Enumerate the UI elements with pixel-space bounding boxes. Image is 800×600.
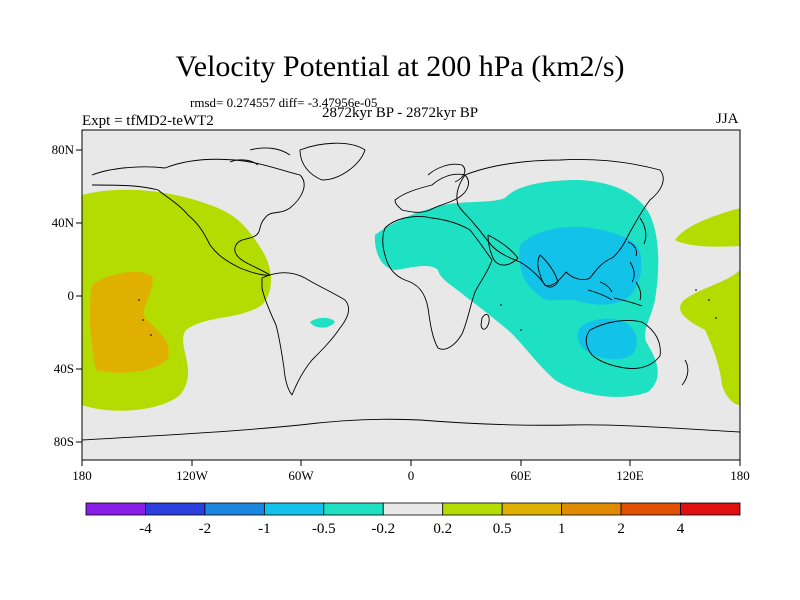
lat-tick-label: 0 [67,288,75,303]
africa-coast [382,216,493,350]
lon-tick-label: 60E [510,468,532,483]
colorbar-level-label: -4 [139,521,152,537]
colorbar-swatch [501,502,563,516]
north-america-coast [91,158,305,276]
lat-tick-label: 40N [51,215,74,230]
philippines-coast [629,261,635,283]
colorbar [85,502,741,516]
madagascar-coast [480,314,490,330]
map-plot-area [82,130,740,460]
colorbar-swatch [620,502,681,516]
colorbar-swatch [680,502,741,516]
lon-tick-label: 120E [616,468,644,483]
scattered-islands [138,289,717,336]
australia-coast [585,319,661,369]
lat-tick-label: 80N [51,142,74,157]
colorbar-level-label: -0.5 [311,521,336,537]
new-zealand-coast [681,359,689,386]
colorbar-level-label: 2 [617,521,625,537]
stats-label: rmsd= 0.274557 diff= -3.47956e-05 [190,95,378,110]
negative-region-south-america [310,317,335,328]
coastlines [82,142,740,441]
asia-coast [456,159,664,287]
colorbar-swatch [442,502,503,516]
lon-tick-label: 180 [72,468,92,483]
colorbar-swatch [145,502,206,516]
india-coast [537,254,559,288]
lon-tick-label: 60W [288,468,314,483]
colorbar-swatch [382,502,444,516]
south-america-coast [261,272,350,396]
positive-region-west-pacific [675,208,740,247]
scandinavia-coast [427,163,466,183]
colorbar-level-label: -1 [258,521,271,537]
colorbar-level-label: 0.5 [492,521,512,537]
lon-tick-label: 0 [407,468,415,483]
japan-coast [627,217,647,257]
plot-title: Velocity Potential at 200 hPa (km2/s) [175,50,625,83]
colorbar-swatch [204,502,265,516]
season-label: JJA [716,111,739,127]
colorbar-swatch [561,502,622,516]
experiment-label: Expt = tfMD2-teWT2 [82,113,214,129]
positive-region-south-pacific [680,270,740,405]
antarctica-coast [82,418,740,441]
colorbar-level-label: 1 [557,521,566,537]
colorbar-level-label: -0.2 [371,521,396,537]
positive-core-pacific [89,271,169,373]
lon-tick-label: 120W [176,468,208,483]
lat-tick-label: 40S [53,361,74,376]
lon-tick-label: 180 [730,468,750,483]
colorbar-level-label: 0.2 [433,521,453,537]
arctic-islands [229,147,291,166]
greenland-coast [299,142,366,181]
colorbar-level-label: -2 [198,521,212,537]
lat-tick-label: 80S [53,434,74,449]
period-label: 2872kyr BP - 2872kyr BP [322,105,479,121]
europe-coast [394,173,469,213]
colorbar-swatch [323,502,384,516]
colorbar-swatch [263,502,325,516]
arabia-coast [487,234,519,266]
indonesia-coast [587,281,643,307]
colorbar-level-label: 4 [676,521,685,537]
axis-tick-marks [76,149,741,466]
colorbar-swatch [85,502,146,516]
